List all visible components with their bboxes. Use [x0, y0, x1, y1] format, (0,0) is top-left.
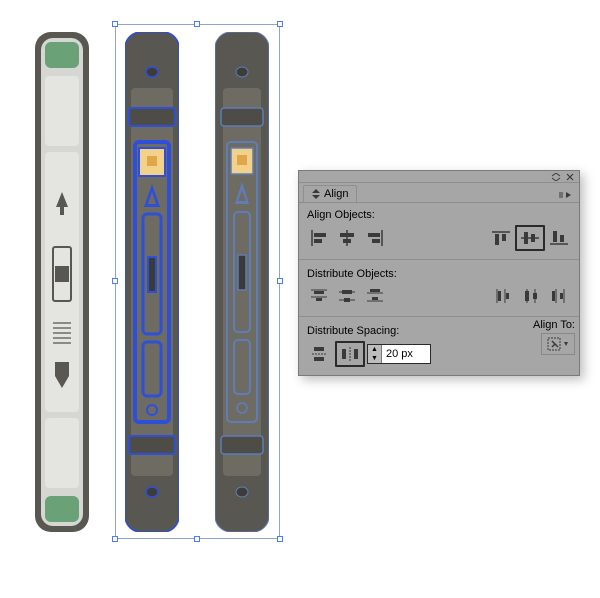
stepper-up-icon[interactable]: ▲: [368, 345, 381, 354]
close-icon[interactable]: [565, 173, 575, 181]
selection-handle[interactable]: [194, 21, 200, 27]
selection-handle[interactable]: [112, 536, 118, 542]
selection-handle[interactable]: [112, 278, 118, 284]
align-top-button[interactable]: [487, 226, 515, 250]
tab-label: Align: [324, 188, 348, 200]
vdist-center-button[interactable]: [333, 284, 361, 308]
stepper-down-icon[interactable]: ▼: [368, 354, 381, 363]
selection-handle[interactable]: [277, 21, 283, 27]
collapse-arrows-icon[interactable]: [551, 173, 561, 181]
row-distribute-objects: [299, 284, 579, 314]
vdist-top-button[interactable]: [305, 284, 333, 308]
illustrator-canvas[interactable]: Align Align Objects:: [0, 0, 600, 598]
align-vcenter-button[interactable]: [515, 225, 545, 251]
align-panel: Align Align Objects:: [298, 170, 580, 376]
spacing-value-field[interactable]: ▲ ▼: [367, 344, 431, 364]
label-distribute-spacing: Distribute Spacing:: [299, 319, 533, 341]
label-align-objects: Align Objects:: [299, 203, 579, 225]
strap-artwork-2[interactable]: [125, 32, 179, 532]
spacing-input[interactable]: [382, 345, 430, 363]
tab-align[interactable]: Align: [303, 185, 357, 202]
selection-handle[interactable]: [194, 536, 200, 542]
selection-handle[interactable]: [277, 536, 283, 542]
label-align-to: Align To:: [533, 319, 575, 333]
hdist-left-button[interactable]: [489, 284, 517, 308]
align-hcenter-button[interactable]: [333, 226, 361, 250]
row-align-objects: [299, 225, 579, 257]
selection-handle[interactable]: [112, 21, 118, 27]
row-distribute-spacing: ▲ ▼: [299, 341, 533, 375]
hdist-right-button[interactable]: [545, 284, 573, 308]
panel-header[interactable]: [299, 171, 579, 183]
align-left-button[interactable]: [305, 226, 333, 250]
align-bottom-button[interactable]: [545, 226, 573, 250]
strap-artwork-3[interactable]: [215, 32, 269, 532]
hspace-button[interactable]: [335, 341, 365, 367]
vdist-bottom-button[interactable]: [361, 284, 389, 308]
vspace-button[interactable]: [305, 342, 333, 366]
tab-cycle-icon: [312, 189, 320, 199]
align-right-button[interactable]: [361, 226, 389, 250]
panel-tabbar: Align: [299, 183, 579, 203]
strap-artwork-1: [35, 32, 89, 532]
hdist-center-button[interactable]: [517, 284, 545, 308]
align-to-dropdown[interactable]: [541, 333, 575, 355]
selection-handle[interactable]: [277, 278, 283, 284]
label-distribute-objects: Distribute Objects:: [299, 262, 579, 284]
panel-flyout-menu-icon[interactable]: [553, 188, 579, 202]
